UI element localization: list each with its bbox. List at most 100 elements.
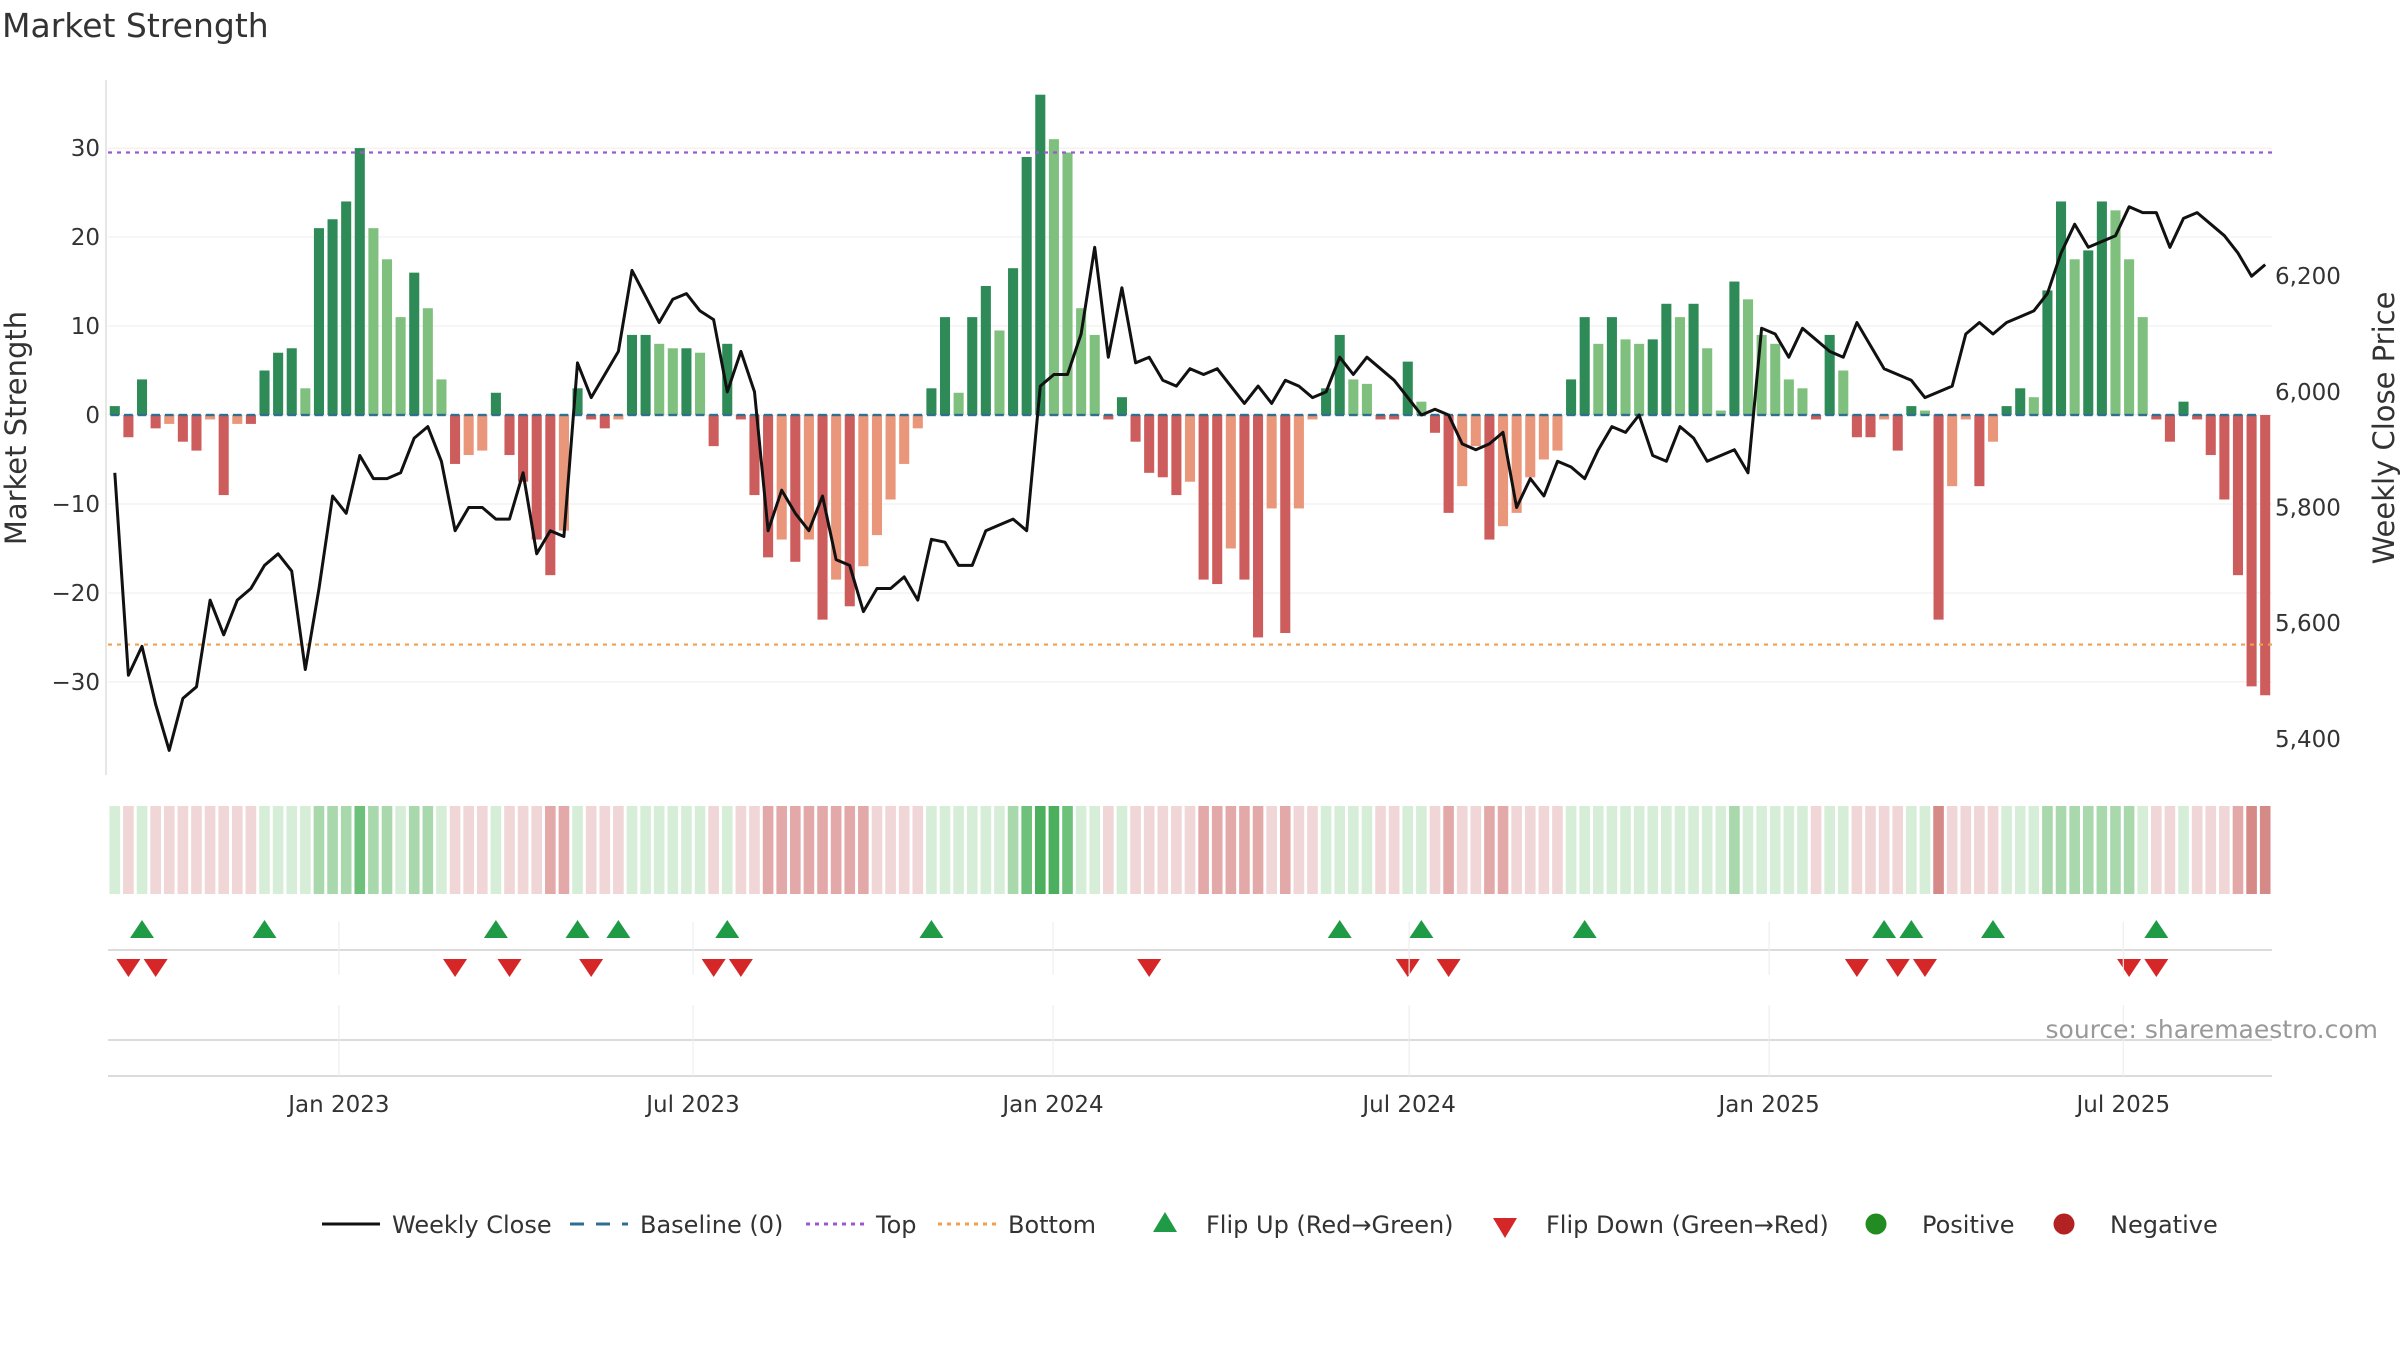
heat-cell xyxy=(286,806,298,894)
strength-bar xyxy=(1076,308,1087,415)
strength-bar xyxy=(1321,388,1332,415)
heat-cell xyxy=(790,806,801,894)
y-right-tick-label: 5,400 xyxy=(2275,727,2341,753)
flip-up-marker xyxy=(483,920,508,938)
strength-bar xyxy=(531,415,542,540)
flip-up-marker xyxy=(1899,920,1924,938)
strength-bar xyxy=(177,415,188,442)
strength-bar xyxy=(640,334,651,415)
heat-cell xyxy=(1021,806,1032,894)
heat-strip xyxy=(109,806,2271,894)
strength-bar xyxy=(1307,415,1318,420)
strength-bar xyxy=(953,392,964,415)
strength-bar xyxy=(245,415,256,424)
heat-cell xyxy=(1361,806,1373,894)
heat-cell xyxy=(1715,806,1727,894)
strength-bar xyxy=(681,348,692,415)
strength-bar xyxy=(1933,415,1944,620)
heat-cell xyxy=(1348,806,1359,894)
heat-cell xyxy=(1143,806,1155,894)
heat-cell xyxy=(1524,806,1536,894)
strength-bar xyxy=(1484,415,1495,540)
strength-bar xyxy=(1525,415,1536,478)
heat-cell xyxy=(858,806,869,894)
heat-cell xyxy=(2246,806,2257,894)
strength-bar xyxy=(368,228,379,415)
heat-cell xyxy=(599,806,611,894)
strength-bar xyxy=(232,415,243,424)
heat-cell xyxy=(1307,806,1318,894)
heat-cell xyxy=(109,806,121,894)
legend-swatch xyxy=(1865,1213,1887,1235)
strength-bar xyxy=(899,415,910,464)
strength-bar xyxy=(1865,415,1876,438)
flip-down-marker xyxy=(1436,959,1461,977)
flip-down-marker xyxy=(701,959,726,977)
strength-bar xyxy=(1402,361,1413,415)
strength-bar xyxy=(1742,299,1754,415)
strength-bar xyxy=(2260,415,2271,696)
strength-bar xyxy=(1960,415,1971,420)
strength-bar xyxy=(1566,379,1577,415)
heat-cell xyxy=(939,806,951,894)
strength-bar xyxy=(1130,415,1141,442)
flip-up-marker xyxy=(1572,920,1597,938)
heat-cell xyxy=(2110,806,2121,894)
strength-bar xyxy=(722,343,733,415)
heat-cell xyxy=(2219,806,2230,894)
x-tick-label: Jan 2024 xyxy=(1000,1092,1103,1118)
heat-cell xyxy=(1470,806,1482,894)
strength-bar xyxy=(395,317,406,415)
heat-cell xyxy=(2055,806,2067,894)
strength-bar xyxy=(273,352,284,415)
heat-cell xyxy=(2151,806,2162,894)
strength-bar xyxy=(1715,410,1726,415)
strength-bar xyxy=(2056,201,2067,415)
heat-cell xyxy=(1388,806,1400,894)
strength-bar xyxy=(1103,415,1114,420)
strength-bar xyxy=(1593,343,1604,415)
strength-bar xyxy=(1008,268,1019,415)
strength-bar xyxy=(817,415,828,620)
x-tick-label: Jan 2025 xyxy=(1716,1092,1819,1118)
heat-cell xyxy=(1865,806,1876,894)
source-label: source: sharemaestro.com xyxy=(2046,1015,2379,1044)
legend-label: Weekly Close xyxy=(392,1211,552,1239)
strength-bar xyxy=(831,415,842,580)
strength-bar xyxy=(626,334,638,415)
strength-bar xyxy=(599,415,610,429)
heat-cell xyxy=(1837,806,1849,894)
strength-bar xyxy=(939,317,951,415)
heat-cell xyxy=(1402,806,1414,894)
heat-cell xyxy=(231,806,243,894)
strength-bar xyxy=(2205,415,2216,456)
strength-bar xyxy=(327,219,338,415)
strength-bar xyxy=(803,415,814,540)
strength-bar xyxy=(2137,317,2148,415)
heat-cell xyxy=(245,806,257,894)
heat-cell xyxy=(1633,806,1645,894)
heat-cell xyxy=(490,806,502,894)
heat-cell xyxy=(653,806,665,894)
flip-up-marker xyxy=(130,920,155,938)
strength-bar xyxy=(300,388,311,415)
heat-cell xyxy=(1606,806,1618,894)
strength-bar xyxy=(2192,415,2203,420)
heat-cell xyxy=(1742,806,1754,894)
heat-cell xyxy=(1048,806,1060,894)
strength-bar xyxy=(1987,415,1999,442)
flip-up-marker xyxy=(252,920,277,938)
heat-cell xyxy=(191,806,202,894)
flip-down-marker xyxy=(2144,959,2169,977)
heat-cell xyxy=(1184,806,1196,894)
heat-cell xyxy=(572,806,583,894)
heat-cell xyxy=(1075,806,1087,894)
flip-down-marker xyxy=(143,959,168,977)
heat-cell xyxy=(2042,806,2053,894)
strength-bar xyxy=(708,415,719,447)
heat-cell xyxy=(735,806,747,894)
strength-bar xyxy=(1389,415,1400,420)
flip-up-marker xyxy=(715,920,740,938)
heat-cell xyxy=(2178,806,2189,894)
strength-bar xyxy=(926,388,937,415)
